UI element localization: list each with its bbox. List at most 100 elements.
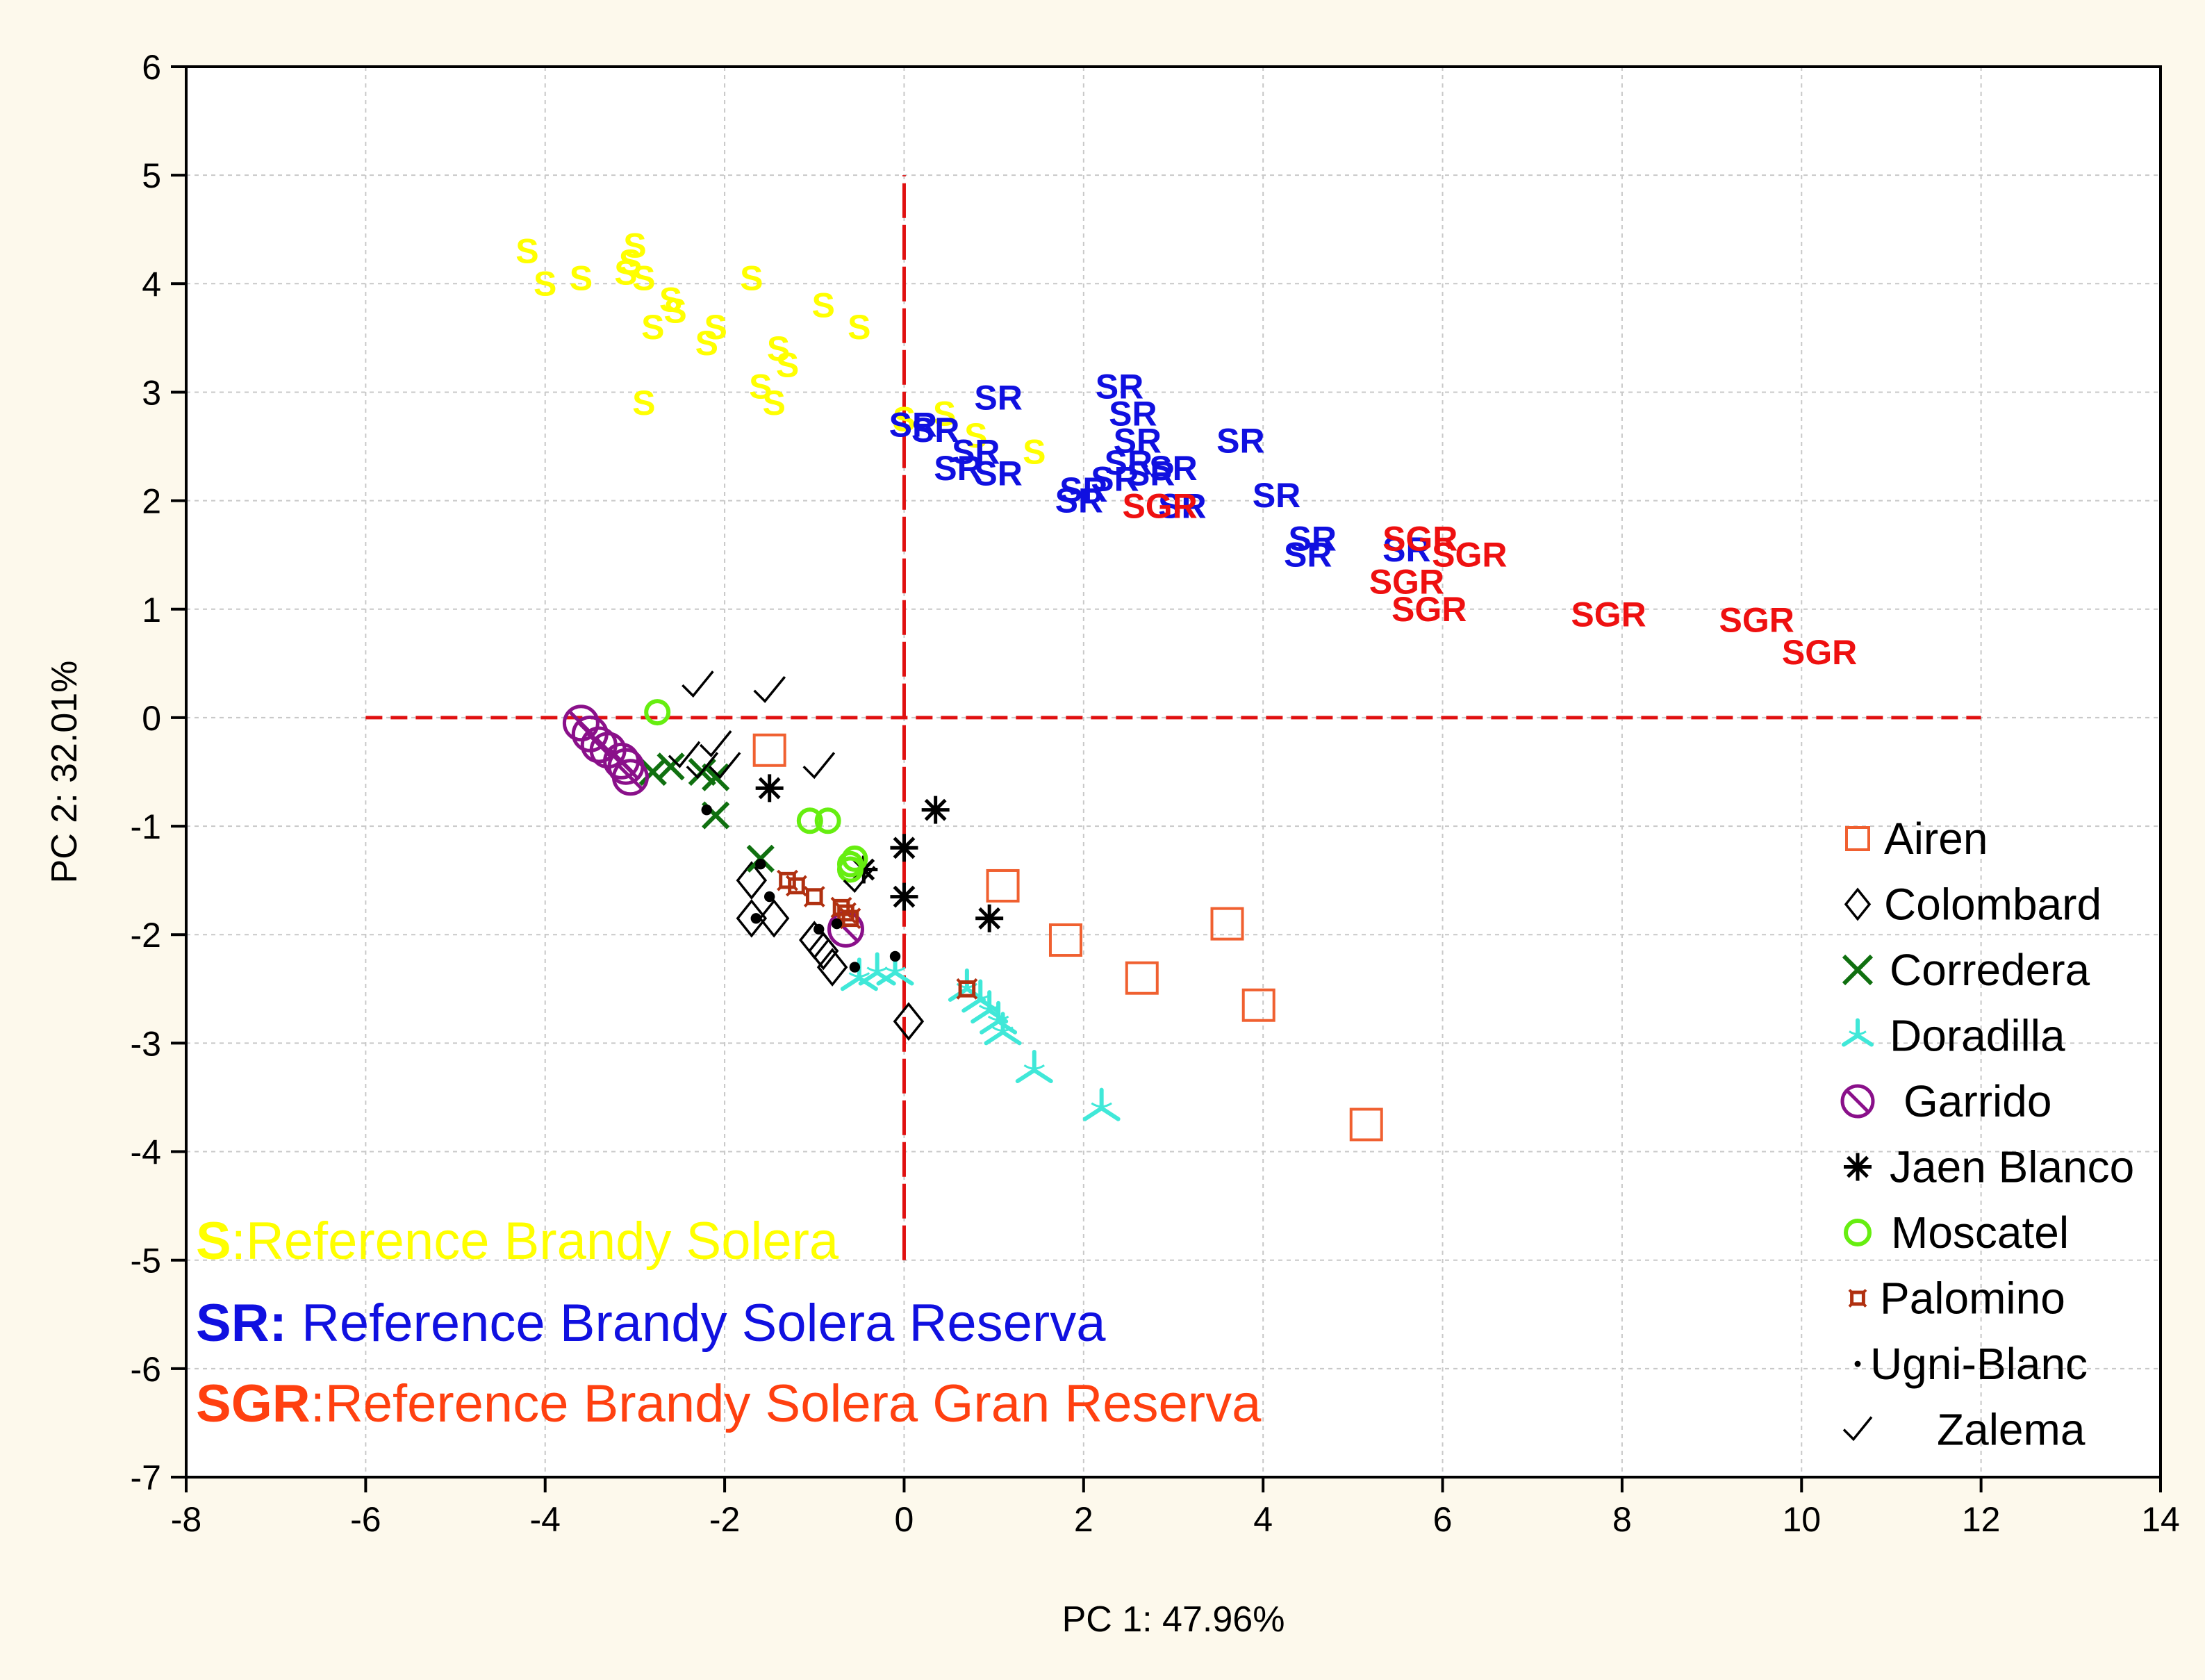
legend-marker-tri bbox=[1849, 1030, 1867, 1035]
series-airen bbox=[752, 733, 1383, 1142]
x-tick-label: 8 bbox=[1612, 1500, 1632, 1539]
point-circle bbox=[796, 807, 823, 834]
note-line: S:Reference Brandy Solera bbox=[196, 1212, 839, 1271]
point-diamond bbox=[893, 1002, 925, 1041]
point-palomino bbox=[805, 888, 823, 905]
y-tick-label: 0 bbox=[142, 699, 161, 738]
point-check bbox=[843, 866, 876, 893]
y-tick-label: -4 bbox=[131, 1133, 161, 1172]
point-palomino bbox=[958, 980, 976, 998]
legend-item-airen: Airen bbox=[1845, 814, 1988, 864]
point-palomino bbox=[777, 869, 798, 891]
point-s: S bbox=[812, 286, 835, 325]
plot-area bbox=[186, 67, 2161, 1477]
legend-label: Ugni-Blanc bbox=[1870, 1339, 2088, 1389]
legend-label: Doradilla bbox=[1890, 1011, 2065, 1061]
point-star bbox=[755, 774, 784, 802]
x-tick-label: 2 bbox=[1074, 1500, 1093, 1539]
series-corredera bbox=[638, 752, 775, 873]
x-tick-label: 0 bbox=[895, 1500, 914, 1539]
point-palomino bbox=[841, 909, 859, 928]
point-dot bbox=[889, 950, 901, 962]
point-circle bbox=[814, 807, 841, 834]
point-tri bbox=[984, 1012, 1022, 1046]
point-sgr: SGR bbox=[1782, 633, 1857, 672]
point-s: S bbox=[570, 259, 593, 298]
point-square bbox=[1048, 923, 1082, 957]
point-diamond bbox=[736, 861, 768, 900]
y-tick-label: -3 bbox=[131, 1024, 161, 1063]
point-sr: SR bbox=[1216, 422, 1264, 461]
point-sr: SR bbox=[1158, 486, 1206, 525]
point-s: S bbox=[515, 231, 538, 270]
y-tick-label: 2 bbox=[142, 482, 161, 521]
series-jaen-blanco bbox=[755, 774, 1004, 932]
plot-frame bbox=[185, 65, 2162, 1479]
point-tri bbox=[987, 1015, 1009, 1021]
point-sgr: SGR bbox=[1369, 563, 1444, 602]
legend-item-ugni-blanc: Ugni-Blanc bbox=[1854, 1339, 2088, 1389]
legend-marker-circle-slash bbox=[1840, 1084, 1875, 1119]
legend-label: Moscatel bbox=[1891, 1208, 2069, 1258]
point-s: S bbox=[933, 395, 956, 434]
legend-marker-circle bbox=[1844, 1219, 1872, 1246]
point-check bbox=[802, 752, 836, 780]
point-square bbox=[986, 868, 1020, 903]
point-s: S bbox=[749, 368, 772, 406]
point-palomino bbox=[803, 886, 825, 907]
point-square bbox=[1210, 907, 1244, 941]
x-tick-label: -2 bbox=[709, 1500, 740, 1539]
point-sgr: SGR bbox=[1391, 590, 1467, 629]
y-axis-ticks: -7 -6 -5 -4 -3 -2 -1 0 1 2 3 4 5 6 bbox=[131, 48, 186, 1497]
point-diamond bbox=[807, 931, 839, 971]
legend-marker-x bbox=[1842, 954, 1874, 986]
point-tri bbox=[848, 972, 870, 978]
legend-label: Zalema bbox=[1937, 1405, 2086, 1455]
point-sr: SR bbox=[1114, 422, 1162, 461]
point-s: S bbox=[663, 291, 686, 330]
legend-item-corredera: Corredera bbox=[1842, 945, 2090, 995]
point-dot bbox=[750, 913, 762, 924]
point-sr: SR bbox=[974, 454, 1022, 493]
point-s: S bbox=[534, 264, 556, 303]
point-check bbox=[753, 675, 786, 703]
point-check bbox=[686, 752, 719, 780]
point-s: S bbox=[893, 400, 916, 439]
point-square bbox=[1349, 1107, 1383, 1142]
series-moscatel bbox=[644, 699, 868, 883]
reference-brandy-notes: S:Reference Brandy Solera SR: Reference B… bbox=[196, 1212, 1262, 1433]
series-ugni-blanc bbox=[701, 804, 901, 973]
point-s: S bbox=[641, 308, 664, 347]
note-key: SR: bbox=[196, 1294, 287, 1353]
note-line: SR: Reference Brandy Solera Reserva bbox=[196, 1294, 1106, 1353]
point-square bbox=[1125, 961, 1159, 995]
point-circle-slash bbox=[617, 764, 644, 791]
legend-marker-diamond bbox=[1844, 887, 1872, 921]
point-tri bbox=[1023, 1064, 1046, 1070]
point-circle bbox=[836, 856, 864, 883]
legend-label: Airen bbox=[1884, 814, 1988, 864]
point-dot bbox=[755, 859, 766, 870]
point-x bbox=[656, 752, 685, 781]
legend-marker-star bbox=[1844, 1153, 1872, 1181]
point-palomino bbox=[956, 978, 978, 1000]
point-sr: SR bbox=[1288, 519, 1336, 558]
point-s: S bbox=[704, 308, 727, 347]
legend-item-jaen-blanco: Jaen Blanco bbox=[1844, 1142, 2134, 1192]
point-sr: SR bbox=[1109, 395, 1157, 434]
point-dot bbox=[831, 918, 843, 930]
point-square bbox=[752, 733, 786, 767]
point-star bbox=[890, 882, 918, 911]
point-tri bbox=[1015, 1050, 1053, 1084]
point-s: S bbox=[964, 416, 987, 455]
x-tick-label: 14 bbox=[2141, 1500, 2180, 1539]
legend-item-zalema: Zalema bbox=[1842, 1405, 2086, 1455]
point-s: S bbox=[776, 345, 799, 384]
point-star bbox=[921, 796, 950, 824]
point-sr: SR bbox=[1096, 368, 1143, 406]
y-axis-label: PC 2: 32.01% bbox=[44, 661, 85, 884]
legend-marker-circle-slash bbox=[1845, 1089, 1870, 1114]
